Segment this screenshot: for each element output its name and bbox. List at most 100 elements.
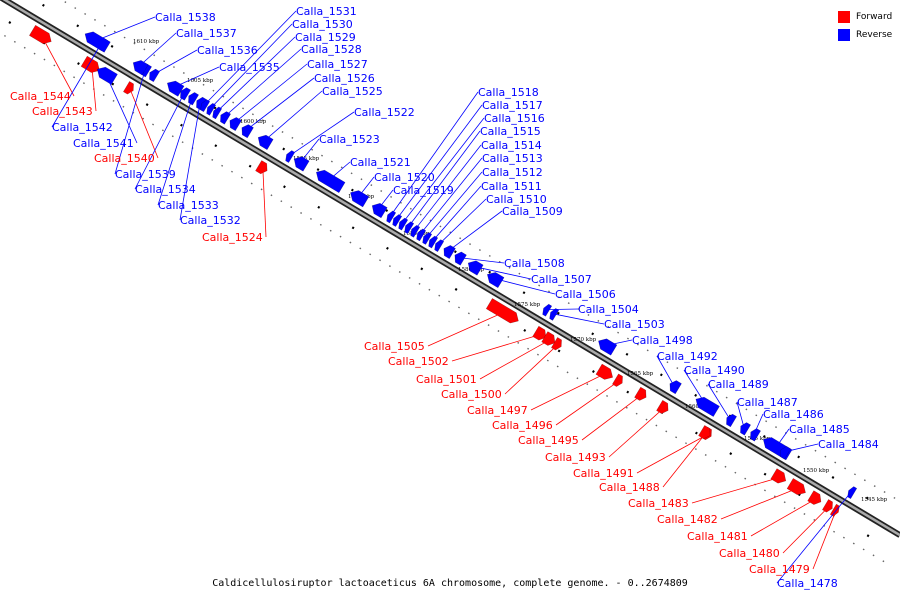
gene-Calla_1506 — [486, 272, 505, 289]
leader-Calla_1510 — [437, 198, 487, 246]
leader-Calla_1496 — [555, 380, 620, 426]
gene-label: Calla_1537 — [176, 27, 237, 40]
leader-Calla_1488 — [662, 432, 707, 488]
leader-Calla_1542 — [51, 43, 102, 128]
strand-legend: Forward Reverse — [838, 9, 892, 45]
gene-label: Calla_1496 — [492, 419, 553, 432]
gene-Calla_1486 — [750, 428, 762, 442]
gene-Calla_1524 — [255, 160, 268, 175]
gene-label: Calla_1504 — [578, 303, 639, 316]
leader-Calla_1513 — [419, 157, 483, 235]
gene-label: Calla_1505 — [364, 340, 425, 353]
gene-Calla_1523 — [293, 156, 310, 172]
gene-Calla_1527 — [229, 117, 242, 132]
leader-Calla_1543 — [91, 65, 97, 112]
gene-Calla_1536 — [149, 68, 161, 83]
legend-label: Reverse — [856, 30, 893, 40]
gene-label: Calla_1542 — [52, 121, 113, 134]
leader-Calla_1479 — [812, 510, 837, 570]
gene-labels: Calla_1544 Calla_1543 Calla_1542 Calla_1541… — [10, 5, 879, 590]
leader-Calla_1526 — [245, 77, 315, 131]
gene-Calla_1509 — [443, 245, 456, 260]
gene-Calla_1517 — [392, 214, 403, 227]
gene-label: Calla_1489 — [708, 378, 769, 391]
gene-Calla_1493 — [656, 399, 669, 414]
gene-Calla_1530 — [206, 102, 217, 116]
gene-Calla_1497 — [595, 363, 614, 380]
gene-Calla_1525 — [257, 134, 274, 151]
gene-label: Calla_1516 — [484, 112, 545, 125]
gene-Calla_1495 — [634, 386, 647, 401]
leader-Calla_1512 — [425, 171, 483, 239]
leader-Calla_1482 — [720, 487, 798, 520]
gene-Calla_1503 — [549, 308, 560, 321]
tick-label: 1550 kbp — [803, 468, 830, 474]
gene-label: Calla_1478 — [777, 577, 838, 590]
leader-Calla_1493 — [608, 407, 665, 458]
gene-label: Calla_1534 — [135, 183, 196, 196]
gene-Calla_1500 — [550, 337, 562, 351]
gene-label: Calla_1529 — [295, 31, 356, 44]
gene-Calla_1526 — [241, 124, 254, 139]
gene-features — [28, 24, 858, 517]
gene-Calla_1508 — [454, 251, 467, 266]
leader-Calla_1529 — [215, 36, 296, 113]
gene-label: Calla_1481 — [687, 530, 748, 543]
gene-label: Calla_1514 — [481, 139, 542, 152]
leader-Calla_1484 — [784, 443, 819, 453]
gene-label: Calla_1515 — [480, 125, 541, 138]
leader-Calla_1539 — [114, 69, 146, 175]
gene-label: Calla_1485 — [789, 423, 850, 436]
leader-Calla_1478 — [776, 491, 852, 584]
gene-Calla_1531 — [200, 99, 211, 113]
gene-Calla_1490 — [695, 396, 720, 417]
gene-label: Calla_1493 — [545, 451, 606, 464]
gene-Calla_1543 — [80, 55, 100, 73]
leader-Calla_1515 — [407, 130, 481, 228]
gene-Calla_1492 — [669, 380, 682, 395]
gene-label: Calla_1492 — [657, 350, 718, 363]
leader-Calla_1527 — [233, 63, 308, 124]
leader-Calla_1532 — [179, 102, 201, 221]
leader-Calla_1537 — [138, 32, 177, 67]
gene-label: Calla_1518 — [478, 86, 539, 99]
gene-label: Calla_1508 — [504, 257, 565, 270]
leader-Calla_1481 — [750, 498, 817, 537]
leader-Calla_1487 — [736, 401, 745, 429]
forward-swatch — [838, 11, 850, 23]
gene-Calla_1482 — [786, 477, 806, 496]
reverse-swatch — [838, 29, 850, 41]
leader-Calla_1511 — [431, 185, 482, 242]
gene-Calla_1515 — [404, 221, 415, 235]
gene-Calla_1512 — [422, 232, 433, 245]
gene-label: Calla_1480 — [719, 547, 780, 560]
leader-Calla_1534 — [134, 92, 185, 190]
tick-label: 1575 kbp — [514, 302, 541, 308]
leader-Calla_1497 — [530, 372, 607, 411]
gene-label: Calla_1523 — [319, 133, 380, 146]
gene-Calla_1534 — [180, 87, 192, 101]
gene-Calla_1518 — [386, 210, 397, 224]
tick-label: 1565 kbp — [627, 371, 654, 377]
gene-Calla_1520 — [350, 190, 370, 208]
leader-Calla_1524 — [262, 168, 267, 238]
gene-Calla_1537 — [132, 60, 149, 76]
gene-label: Calla_1500 — [441, 388, 502, 401]
gene-label: Calla_1497 — [467, 404, 528, 417]
tick-label: 1585 kbp — [403, 231, 430, 237]
leader-Calla_1519 — [377, 189, 394, 210]
gene-Calla_1510 — [434, 239, 445, 253]
gene-Calla_1521 — [315, 169, 346, 194]
gene-Calla_1514 — [410, 224, 421, 238]
leader-Calla_1525 — [263, 90, 323, 142]
map-caption: Caldicellulosiruptor lactoaceticus 6A ch… — [212, 578, 688, 589]
leader-Calla_1498 — [606, 339, 633, 346]
leader-Calla_1502 — [451, 334, 541, 362]
leader-Calla_1508 — [459, 257, 505, 264]
leader-Calla_1507 — [474, 266, 532, 280]
gene-label: Calla_1506 — [555, 288, 616, 301]
backbone-inner — [2, 0, 900, 537]
leader-Calla_1522 — [288, 111, 355, 157]
gene-Calla_1541 — [96, 66, 118, 85]
